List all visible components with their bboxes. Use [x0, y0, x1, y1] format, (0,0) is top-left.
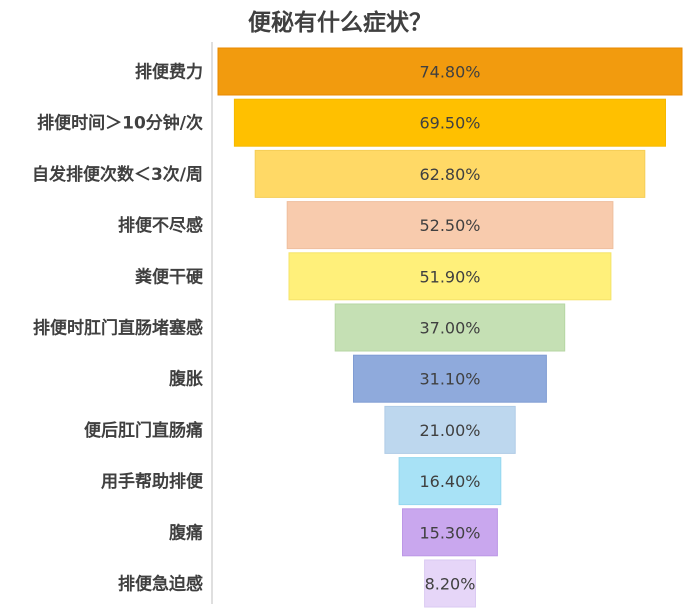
- chart-title: 便秘有什么症状？: [248, 9, 432, 36]
- bar-value-label: 69.50%: [419, 114, 480, 133]
- bar-value-label: 8.20%: [425, 575, 476, 594]
- category-label: 自发排便次数＜3次/周: [32, 164, 203, 185]
- funnel-bar: [424, 559, 477, 608]
- category-label: 粪便干硬: [135, 266, 204, 287]
- category-label: 排便费力: [135, 62, 203, 83]
- bar-value-label: 52.50%: [419, 216, 480, 235]
- bar-value-label: 62.80%: [419, 165, 480, 184]
- funnel-bar: [384, 405, 516, 454]
- category-label: 腹痛: [169, 522, 203, 543]
- funnel-bars: 74.80% 排便费力 69.50% 排便时间＞10分钟/次 62.80% 自发排便次数＜…: [32, 47, 683, 608]
- funnel-bar: [217, 47, 683, 96]
- bar-value-label: 51.90%: [419, 267, 480, 286]
- bar-value-label: 15.30%: [419, 523, 480, 542]
- category-label: 排便时肛门直肠堵塞感: [33, 318, 203, 339]
- funnel-bar: [402, 508, 498, 557]
- bar-value-label: 31.10%: [419, 370, 480, 389]
- funnel-bar: [353, 354, 547, 403]
- category-label: 便后肛门直肠痛: [84, 420, 203, 441]
- bar-value-label: 74.80%: [419, 63, 480, 82]
- funnel-bar: [334, 303, 566, 352]
- funnel-bar: [233, 98, 666, 147]
- category-label: 排便急迫感: [118, 574, 203, 595]
- bar-value-label: 21.00%: [419, 421, 480, 440]
- funnel-bar: [288, 252, 612, 301]
- category-label: 用手帮助排便: [101, 471, 204, 492]
- category-label: 排便不尽感: [118, 215, 203, 236]
- bar-value-label: 37.00%: [419, 319, 480, 338]
- category-label: 腹胀: [169, 369, 203, 390]
- funnel-bar: [398, 457, 502, 506]
- funnel-bar: [286, 201, 614, 250]
- funnel-bar: [254, 149, 646, 198]
- category-label: 排便时间＞10分钟/次: [37, 113, 203, 134]
- bar-value-label: 16.40%: [419, 472, 480, 491]
